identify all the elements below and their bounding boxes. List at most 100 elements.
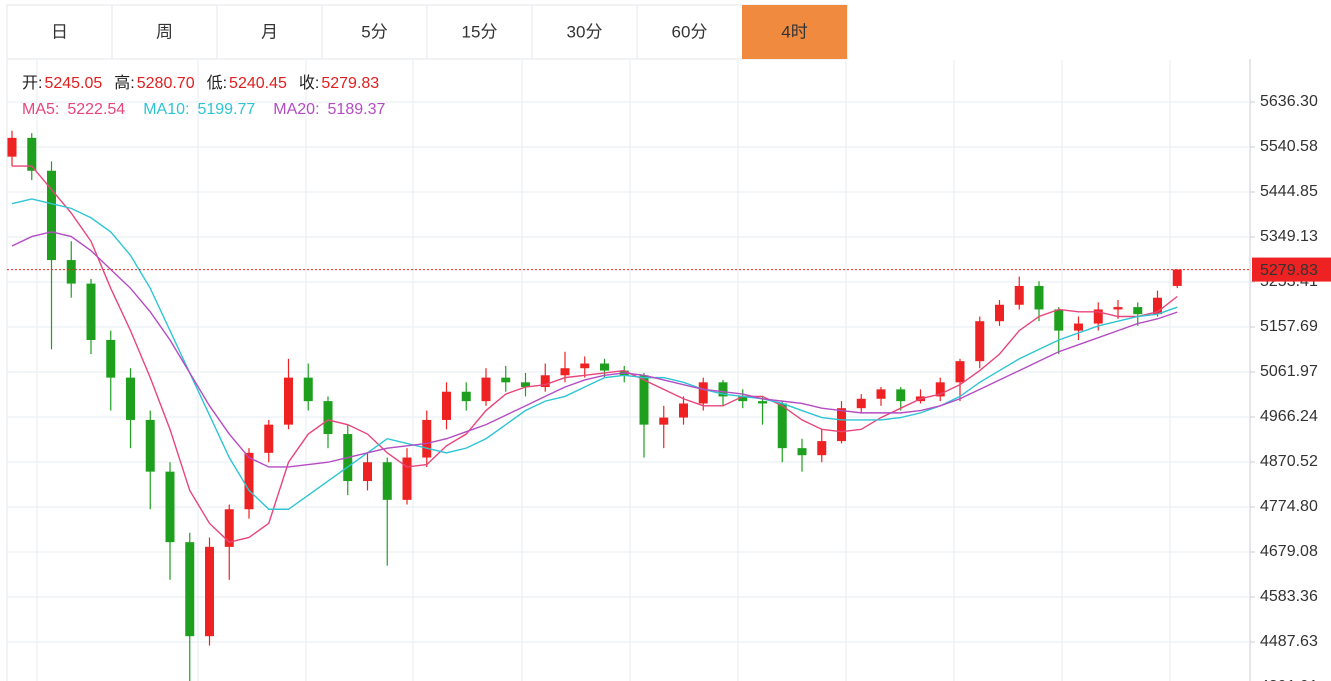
candle-body — [896, 389, 906, 402]
candle-body — [797, 448, 807, 456]
candle-body — [679, 403, 688, 418]
legend-value: 5199.77 — [197, 101, 255, 118]
candle-body — [47, 170, 56, 261]
ma-line — [11, 198, 1178, 510]
candle-body — [27, 137, 37, 171]
candle-body — [1014, 285, 1024, 305]
candle-body — [165, 471, 175, 543]
tab[interactable]: 5分 — [361, 22, 387, 41]
legend-label: MA20: — [273, 101, 319, 118]
tab[interactable]: 周 — [156, 22, 173, 41]
candle-body — [422, 419, 432, 458]
candle-body — [402, 457, 412, 500]
candle-body — [995, 304, 1004, 322]
legend-label: MA5: — [22, 101, 59, 118]
info-value: 5245.05 — [44, 75, 102, 92]
candle-body — [738, 396, 748, 402]
candle-body — [600, 363, 609, 371]
h-grid — [7, 101, 1250, 643]
info-value: 5280.70 — [137, 75, 195, 92]
tab[interactable]: 30分 — [567, 22, 603, 41]
candle-body — [1034, 285, 1044, 310]
y-tick-label: 5157.69 — [1260, 318, 1318, 335]
candle-body — [876, 389, 886, 399]
candle-body — [560, 368, 570, 376]
candle-body — [1113, 307, 1123, 310]
legend-value: 5189.37 — [328, 101, 386, 118]
candle-body — [185, 542, 195, 637]
candle-body — [442, 391, 451, 420]
legend-value: 5222.54 — [67, 101, 125, 118]
candle-body — [580, 363, 590, 369]
candle-body — [145, 419, 155, 472]
tab[interactable]: 日 — [51, 22, 68, 41]
ma-line — [11, 231, 1178, 468]
info-label: 收: — [299, 74, 319, 92]
candle-body — [66, 260, 76, 284]
candle-body — [126, 377, 135, 420]
candle-body — [461, 391, 471, 402]
tab[interactable]: 60分 — [672, 22, 708, 41]
candle-body — [955, 361, 965, 383]
candle-body — [224, 509, 234, 547]
y-tick-label: 4870.52 — [1260, 453, 1318, 470]
y-tick-label: 4966.24 — [1260, 408, 1318, 425]
tab-active-bg — [742, 5, 847, 59]
candle-body — [758, 401, 767, 404]
candle-body — [264, 424, 274, 453]
candle-body — [856, 398, 866, 409]
ma-line — [12, 165, 1178, 543]
candle-body — [1074, 323, 1083, 331]
y-tick-label: 4583.36 — [1260, 588, 1318, 605]
info-label: 低: — [207, 74, 227, 92]
candle-body — [777, 403, 787, 449]
candle-body — [481, 377, 491, 402]
candle-body — [501, 377, 511, 383]
tab[interactable]: 4时 — [781, 22, 807, 41]
candle-body — [540, 375, 550, 388]
tab[interactable]: 月 — [261, 22, 278, 41]
candle-body — [106, 340, 116, 378]
candle-body — [718, 382, 728, 397]
y-tick-label: 4679.08 — [1260, 543, 1318, 560]
candle-body — [363, 462, 372, 482]
candle-body — [303, 377, 313, 402]
y-tick-label: 5540.58 — [1260, 138, 1318, 155]
candle-body — [382, 462, 392, 500]
candle-body — [935, 382, 945, 397]
candle-body — [323, 401, 333, 435]
y-tick-label: 4774.80 — [1260, 498, 1318, 515]
candle-body — [1172, 269, 1182, 286]
candle-body — [1093, 309, 1103, 324]
y-tick-label: 5061.97 — [1260, 363, 1318, 380]
y-tick-label: 4487.63 — [1260, 633, 1318, 650]
candle-body — [659, 417, 669, 425]
info-label: 高: — [114, 74, 134, 92]
candle-body — [1133, 307, 1143, 315]
candle-body — [698, 382, 708, 404]
legend-label: MA10: — [143, 101, 189, 118]
info-value: 5279.83 — [321, 75, 379, 92]
candle-body — [639, 375, 649, 425]
y-tick-label: 4391.91 — [1260, 678, 1318, 681]
v-grid — [36, 60, 1171, 681]
info-value: 5240.45 — [229, 75, 287, 92]
candle-body — [1054, 309, 1064, 331]
candle-body — [521, 382, 530, 388]
y-tick-label: 5636.30 — [1260, 93, 1318, 110]
candle-body — [837, 408, 846, 442]
y-tick-label: 5349.13 — [1260, 228, 1318, 245]
info-label: 开: — [22, 75, 42, 92]
price-label-bg — [1252, 257, 1331, 282]
candle-body — [7, 137, 17, 157]
candle-body — [205, 546, 214, 637]
candle-body — [284, 377, 293, 425]
y-tick-label: 5444.85 — [1260, 183, 1318, 200]
tab[interactable]: 15分 — [462, 22, 498, 41]
candle-body — [1153, 297, 1162, 315]
candle-body — [817, 441, 827, 456]
candle-body — [244, 452, 254, 510]
